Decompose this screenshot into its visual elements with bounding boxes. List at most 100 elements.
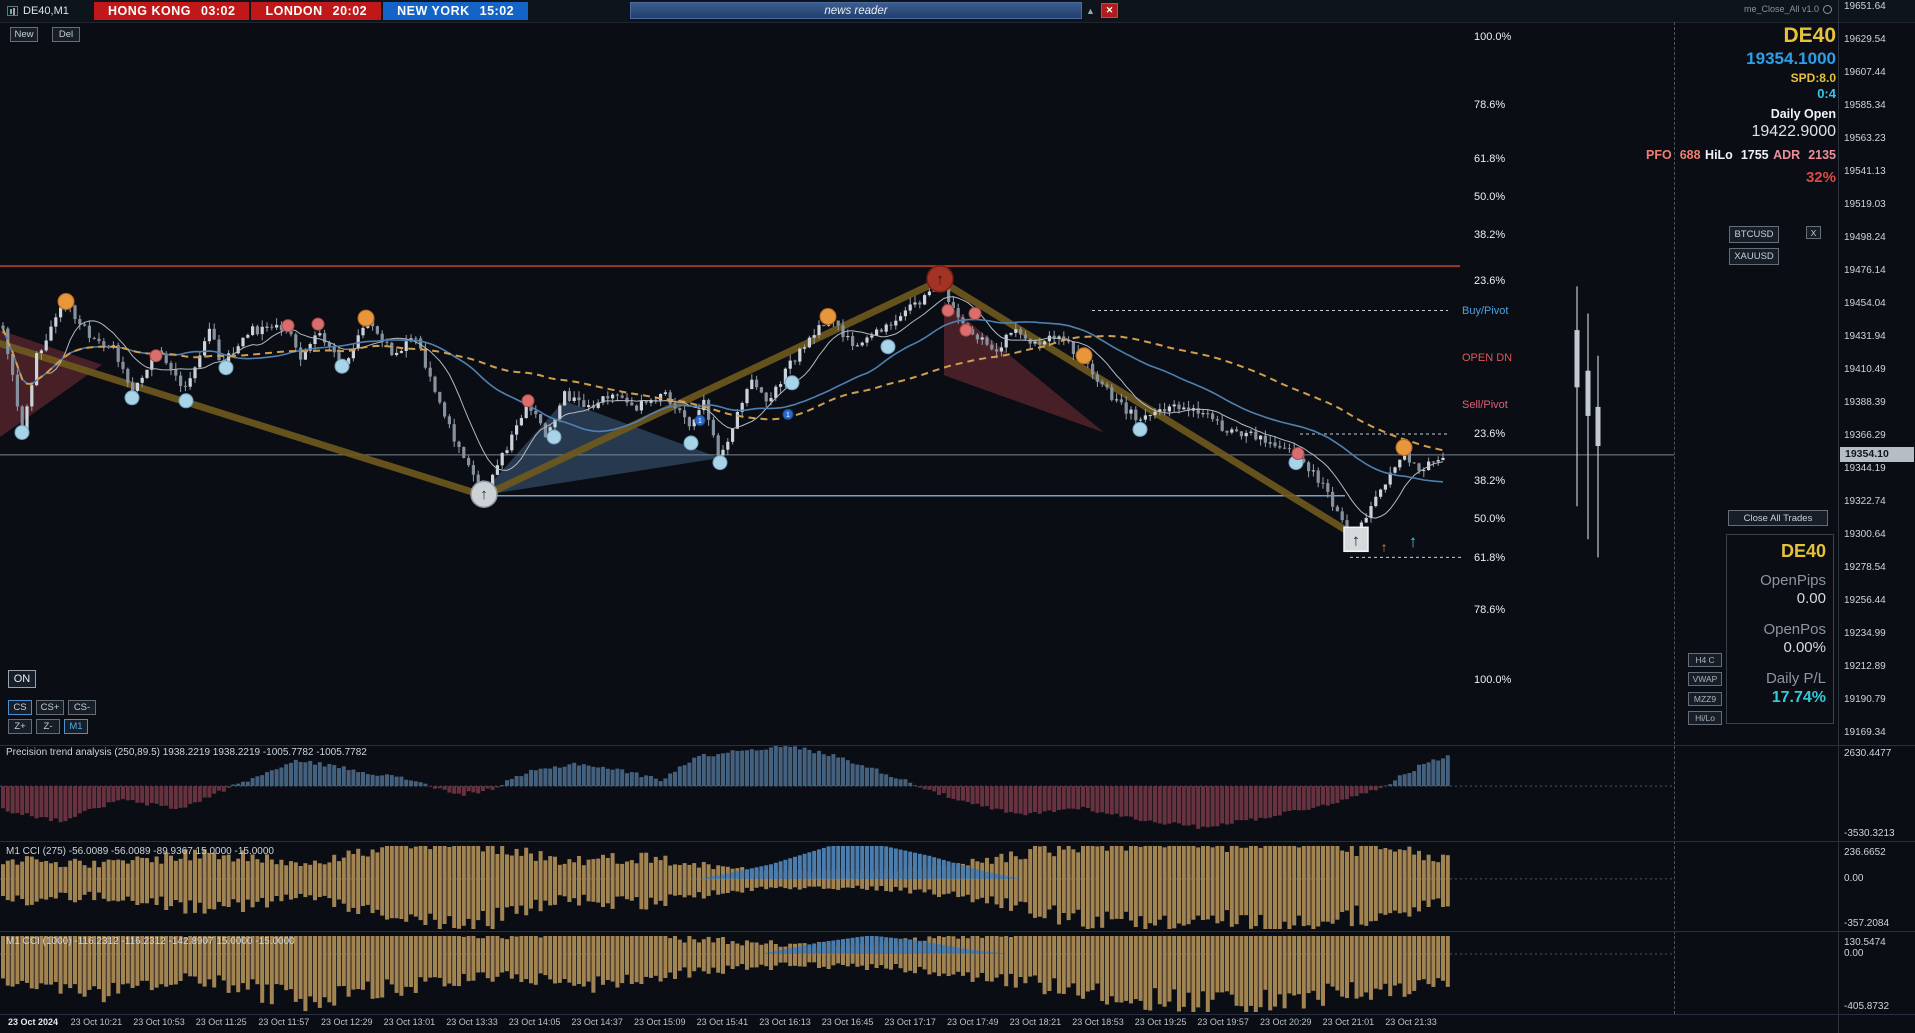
open-pips-label: OpenPips [1760,572,1826,589]
on-button[interactable]: ON [8,670,36,688]
trade-symbol: DE40 [1780,541,1826,561]
number-badges: 11 [694,408,794,426]
red-dot [968,307,982,320]
hilo-row: HiLo 1755 [1705,148,1769,162]
time-axis-label: 23 Oct 20:29 [1260,1017,1312,1027]
time-axis[interactable]: 23 Oct 2024 23 Oct 10:21 23 Oct 10:53 23 Oc… [0,1017,1915,1033]
current-price-tag: 19354.10 [1840,446,1914,462]
del-button[interactable]: Del [52,27,80,42]
blue-dot [178,393,194,409]
side-button-vwap[interactable]: VWAP [1688,672,1722,686]
fib-label-100-0-: 100.0% [1474,31,1512,43]
open-pos-value: 0.00% [1783,639,1826,656]
xauusd-button[interactable]: XAUUSD [1729,248,1779,265]
time-axis-label: 23 Oct 10:53 [133,1017,185,1027]
session-clock-new-york: NEW YORK 15:02 [383,2,529,20]
fib-label-50-0-: 50.0% [1474,513,1506,525]
main-chart[interactable]: 11↑↑↑ ↑ ↑ [0,22,1838,745]
quote-price: 19354.1000 [1746,49,1836,69]
side-button-hi-lo[interactable]: Hi/Lo [1688,711,1722,725]
time-axis-label: 23 Oct 18:21 [1009,1017,1062,1027]
fib-label-23-6-: 23.6% [1474,428,1506,440]
fib-label-sell-pivot: Sell/Pivot [1462,399,1508,411]
panel-separator [0,931,1915,932]
svg-text:↑: ↑ [936,271,944,288]
price-scale-label: 19410.49 [1844,364,1886,375]
blue-dot [14,425,30,440]
price-scale-label: 19629.54 [1844,34,1886,45]
indicator-scale-label: 2630.4477 [1844,748,1892,759]
time-axis-label: 23 Oct 13:01 [383,1017,436,1027]
svg-text:1: 1 [698,418,702,425]
arrow-circle-marker[interactable] [926,265,954,293]
price-scale-label: 19541.13 [1844,166,1886,177]
chart-button-cs-[interactable]: CS- [68,700,96,715]
time-axis-label: 23 Oct 21:01 [1322,1017,1375,1027]
time-axis-label: 23 Oct 13:33 [446,1017,498,1027]
fib-label-38-2-: 38.2% [1474,229,1506,241]
indicator-title: M1 CCI (275) -56.0089 -56.0089 -89.9367 … [6,846,274,857]
arrow-square-marker[interactable] [1343,526,1369,553]
adr-percent: 32% [1805,168,1836,186]
trade-summary-panel: DE40 OpenPips 0.00 OpenPos 0.00% Daily P… [1726,534,1834,724]
hilo-value: 1755 [1740,148,1769,163]
panel-separator [0,841,1915,842]
session-name: HONG KONG [108,4,191,18]
time-axis-label: 23 Oct 14:05 [508,1017,561,1027]
price-scale-label: 19454.04 [1844,298,1886,309]
fib-label-61-8-: 61.8% [1474,153,1506,165]
time-axis-label: 23 Oct 12:29 [321,1017,373,1027]
time-axis-label: 23 Oct 2024 [8,1017,59,1027]
collapse-arrow-icon[interactable]: ▲ [1086,6,1095,16]
side-button-mzz9[interactable]: MZZ9 [1688,692,1722,706]
chart-button-z-[interactable]: Z+ [8,719,32,734]
chart-button-cs[interactable]: CS [8,700,32,715]
price-scale-label: 19344.19 [1844,463,1886,474]
price-scale-label: 19278.54 [1844,562,1886,573]
price-scale-label: 19585.34 [1844,100,1886,111]
quote-spread: SPD:8.0 [1790,70,1836,85]
red-dot [521,394,535,408]
arrow-circle-marker[interactable] [470,480,498,508]
adr-value: 2135 [1808,148,1836,163]
new-button[interactable]: New [10,27,38,42]
daily-open-label: Daily Open [1770,107,1836,122]
indicator-scale-label: -3530.3213 [1844,828,1895,839]
blue-dot [683,435,699,451]
trade-markers[interactable]: ↑ ↑ ↑ ↑ ↑ [470,265,1418,555]
chart-button-cs-[interactable]: CS+ [36,700,64,715]
red-dot [941,304,955,317]
daily-pl-label: Daily P/L [1765,670,1826,687]
blue-dot [1132,421,1148,437]
arrow-marker[interactable]: ↑ [1409,532,1418,551]
price-scale-label: 19234.99 [1844,628,1886,639]
close-all-trades-button[interactable]: Close All Trades [1728,510,1828,526]
time-axis-label: 23 Oct 16:45 [821,1017,874,1027]
fib-label-buy-pivot: Buy/Pivot [1462,305,1509,317]
chart-button-m1[interactable]: M1 [64,719,88,734]
btcusd-button[interactable]: BTCUSD [1729,226,1779,243]
news-close-button[interactable]: ✕ [1101,3,1118,18]
price-scale-label: 19388.39 [1844,397,1886,408]
side-button-h4-c[interactable]: H4 C [1688,653,1722,667]
price-scale-label: 19651.64 [1844,1,1886,12]
price-scale-label: 19366.29 [1844,430,1886,441]
session-clocks: HONG KONG 03:02 LONDON 20:02 NEW YORK 15:02 [94,2,529,20]
svg-text:↑: ↑ [480,486,488,503]
fib-label-78-6-: 78.6% [1474,99,1506,111]
chart-button-z-[interactable]: Z- [36,719,60,734]
time-axis-label: 23 Oct 15:41 [696,1017,749,1027]
adr-row: ADR 2135 [1773,148,1836,162]
arrow-marker[interactable]: ↑ [1381,539,1388,554]
script-watermark: me_Close_All v1.0 [1744,4,1833,14]
price-scale-label: 19563.23 [1844,133,1886,144]
quote-symbol: DE40 [1783,24,1836,47]
price-scale[interactable]: 19651.64 19629.54 19607.44 19585.34 19563.23… [1844,0,1914,1033]
symbol-period-label: DE40,M1 [23,5,69,17]
svg-text:1: 1 [786,412,790,419]
panel-separator [0,745,1915,746]
symbol-close-button[interactable]: X [1806,226,1821,239]
orange-dot [1075,347,1093,365]
price-scale-label: 19212.89 [1844,661,1886,672]
price-scale-label: 19322.74 [1844,496,1886,507]
